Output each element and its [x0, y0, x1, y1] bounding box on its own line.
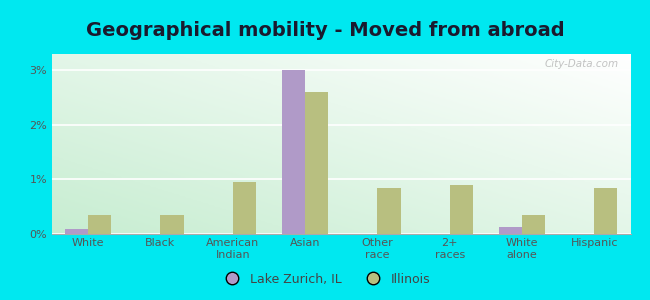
- Text: Geographical mobility - Moved from abroad: Geographical mobility - Moved from abroa…: [86, 21, 564, 40]
- Text: City-Data.com: City-Data.com: [545, 59, 619, 69]
- Bar: [65, 229, 88, 234]
- Bar: [450, 185, 473, 234]
- Bar: [161, 215, 183, 234]
- Legend: Lake Zurich, IL, Illinois: Lake Zurich, IL, Illinois: [215, 268, 435, 291]
- Bar: [522, 215, 545, 234]
- Bar: [233, 182, 256, 234]
- Bar: [282, 70, 305, 234]
- Bar: [499, 227, 522, 234]
- Bar: [378, 188, 400, 234]
- Bar: [305, 92, 328, 234]
- Bar: [88, 215, 111, 234]
- Bar: [594, 188, 618, 234]
